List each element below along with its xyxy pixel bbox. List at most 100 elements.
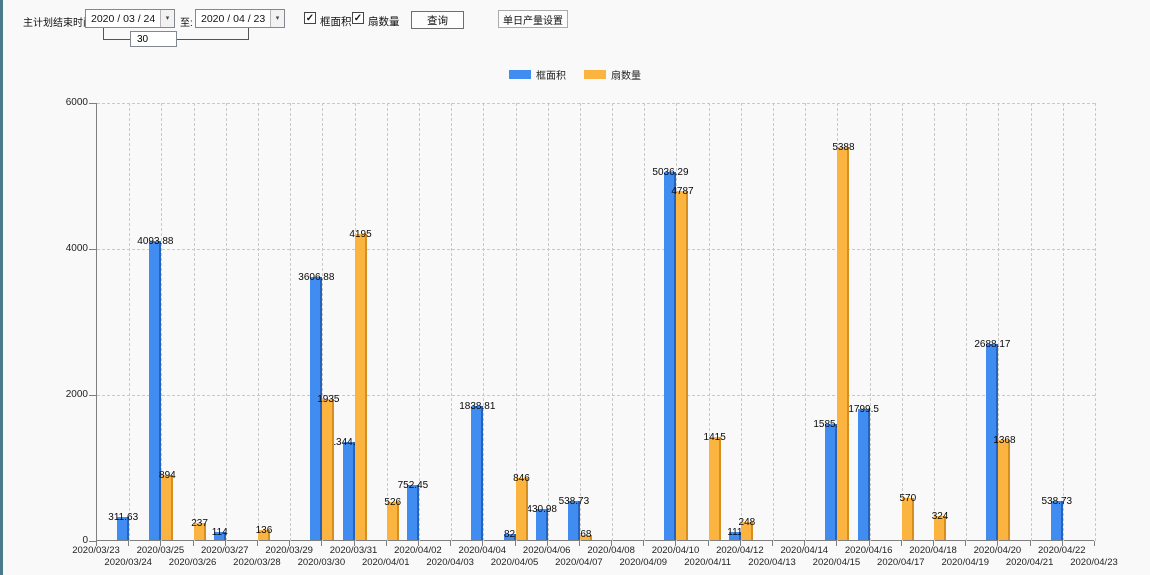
date-to-picker[interactable]: 2020 / 04 / 23 ▾ bbox=[195, 9, 285, 28]
x-axis-label: 2020/04/01 bbox=[361, 557, 410, 568]
x-axis-tick bbox=[514, 541, 516, 546]
x-axis-label: 2020/03/27 bbox=[200, 545, 249, 556]
x-axis-label: 2020/04/09 bbox=[619, 557, 668, 568]
x-gridline bbox=[451, 103, 453, 541]
bracket-line bbox=[177, 39, 249, 40]
x-gridline bbox=[740, 103, 742, 541]
bar-sash-count-2020/04/18 bbox=[934, 516, 947, 540]
x-gridline bbox=[322, 103, 324, 541]
bar-value-sash-count-2020/04/11: 1415 bbox=[703, 432, 726, 443]
y-axis-label: 4000 bbox=[65, 243, 88, 254]
bar-frame-area-2020/04/04 bbox=[471, 406, 484, 540]
x-axis-tick bbox=[578, 541, 580, 546]
chevron-down-icon[interactable]: ▾ bbox=[160, 10, 174, 27]
x-axis-tick bbox=[900, 541, 902, 546]
x-gridline bbox=[161, 103, 163, 541]
x-axis-label: 2020/03/31 bbox=[329, 545, 378, 556]
bar-sash-count-2020/04/17 bbox=[901, 498, 914, 540]
x-axis-tick bbox=[353, 541, 355, 546]
bar-sash-count-2020/04/20 bbox=[998, 440, 1011, 540]
y-axis-tick bbox=[89, 395, 96, 396]
x-axis-tick bbox=[1029, 541, 1031, 546]
x-axis-label: 2020/04/05 bbox=[490, 557, 539, 568]
bar-sash-count-2020/04/07 bbox=[579, 535, 592, 540]
bar-value-sash-count-2020/04/12: 248 bbox=[738, 517, 756, 528]
bar-value-frame-area-2020/04/06: 430.98 bbox=[526, 504, 557, 515]
x-gridline bbox=[966, 103, 968, 541]
bar-value-sash-count-2020/03/28: 136 bbox=[255, 525, 273, 536]
sash-count-checkbox[interactable]: ✓ bbox=[352, 12, 364, 24]
x-axis-label: 2020/04/20 bbox=[973, 545, 1022, 556]
x-axis-tick bbox=[965, 541, 967, 546]
x-axis-label: 2020/04/11 bbox=[684, 557, 732, 568]
daily-output-settings-button[interactable]: 单日产量设置 bbox=[498, 10, 568, 28]
bar-sash-count-2020/03/26 bbox=[193, 523, 206, 540]
sash-count-checkbox-label: 扇数量 bbox=[368, 16, 400, 28]
day-span-input[interactable] bbox=[130, 31, 177, 47]
y-axis-label: 2000 bbox=[65, 389, 88, 400]
date-from-picker[interactable]: 2020 / 03 / 24 ▾ bbox=[85, 9, 175, 28]
x-axis-tick bbox=[417, 541, 419, 546]
x-gridline bbox=[193, 103, 195, 541]
bar-value-sash-count-2020/04/01: 526 bbox=[384, 497, 402, 508]
chart-legend: 框面积 扇数量 bbox=[0, 66, 1150, 82]
bar-value-frame-area-2020/03/31: 1344.95 bbox=[330, 437, 367, 448]
x-axis-tick bbox=[1061, 541, 1063, 546]
x-gridline bbox=[869, 103, 871, 541]
plan-end-time-label: 主计划结束时间: bbox=[23, 18, 96, 29]
toolbar: 主计划结束时间: 2020 / 03 / 24 ▾ 至: 2020 / 04 /… bbox=[0, 0, 1150, 55]
chevron-down-icon[interactable]: ▾ bbox=[270, 10, 284, 27]
x-gridline bbox=[418, 103, 420, 541]
x-axis-tick bbox=[96, 541, 97, 546]
x-axis-tick bbox=[482, 541, 484, 546]
x-axis-label: 2020/03/23 bbox=[72, 545, 120, 556]
x-axis-label: 2020/04/14 bbox=[780, 545, 829, 556]
x-gridline bbox=[773, 103, 775, 541]
y-axis-label: 0 bbox=[82, 535, 88, 546]
bar-value-sash-count-2020/04/05: 846 bbox=[513, 473, 530, 484]
x-gridline bbox=[290, 103, 292, 541]
bar-frame-area-2020/04/05 bbox=[503, 534, 516, 540]
bar-value-sash-count-2020/03/26: 237 bbox=[191, 518, 208, 529]
y-axis-tick bbox=[89, 541, 96, 542]
x-axis-label: 2020/04/07 bbox=[555, 557, 603, 568]
bar-frame-area-2020/04/06 bbox=[535, 509, 548, 540]
x-axis-label: 2020/04/06 bbox=[522, 545, 571, 556]
x-axis-label: 2020/04/13 bbox=[748, 557, 796, 568]
x-axis-tick bbox=[128, 541, 130, 546]
x-gridline bbox=[515, 103, 517, 541]
x-axis-label: 2020/04/04 bbox=[458, 545, 507, 556]
x-gridline bbox=[612, 103, 614, 541]
x-axis-label: 2020/04/21 bbox=[1005, 557, 1054, 568]
x-axis-tick bbox=[289, 541, 291, 546]
bar-value-sash-count-2020/04/18: 324 bbox=[931, 511, 949, 522]
bar-frame-area-2020/04/22 bbox=[1050, 501, 1063, 540]
x-gridline bbox=[225, 103, 227, 541]
x-gridline bbox=[934, 103, 936, 541]
frame-area-checkbox[interactable]: ✓ bbox=[304, 12, 316, 24]
x-gridline bbox=[1062, 103, 1064, 541]
x-axis-label: 2020/04/16 bbox=[844, 545, 893, 556]
query-button[interactable]: 查询 bbox=[411, 11, 464, 29]
legend-item-frame-area: 框面积 bbox=[509, 66, 566, 82]
bar-sash-count-2020/03/30 bbox=[322, 399, 335, 540]
frame-area-legend-label: 框面积 bbox=[536, 70, 566, 82]
x-axis-label: 2020/04/22 bbox=[1038, 545, 1086, 556]
x-axis-label: 2020/04/08 bbox=[587, 545, 635, 556]
bar-value-frame-area-2020/03/25: 4093.88 bbox=[137, 236, 174, 247]
y-gridline bbox=[97, 395, 1095, 396]
bar-value-frame-area-2020/04/10: 5036.29 bbox=[652, 167, 689, 178]
frame-area-checkbox-label: 框面积 bbox=[320, 16, 352, 28]
bar-value-frame-area-2020/04/12: 111 bbox=[727, 527, 743, 538]
bar-sash-count-2020/04/12 bbox=[740, 522, 753, 540]
bar-frame-area-2020/04/02 bbox=[406, 485, 419, 540]
x-axis-tick bbox=[256, 541, 258, 546]
bracket-line bbox=[103, 39, 131, 40]
x-gridline bbox=[998, 103, 1000, 541]
bar-frame-area-2020/03/24 bbox=[117, 517, 130, 540]
x-axis-tick bbox=[1094, 541, 1095, 546]
bar-sash-count-2020/04/01 bbox=[386, 502, 399, 540]
bar-frame-area-2020/03/25 bbox=[149, 241, 162, 540]
bar-value-frame-area-2020/04/02: 752.45 bbox=[397, 480, 429, 491]
